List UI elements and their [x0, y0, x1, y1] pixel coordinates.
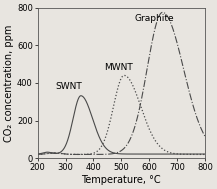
Text: SWNT: SWNT	[55, 82, 82, 91]
Text: MWNT: MWNT	[104, 63, 133, 72]
Y-axis label: CO₂ concentration, ppm: CO₂ concentration, ppm	[4, 24, 14, 142]
X-axis label: Temperature, °C: Temperature, °C	[81, 175, 161, 185]
Text: Graphite: Graphite	[135, 14, 174, 23]
